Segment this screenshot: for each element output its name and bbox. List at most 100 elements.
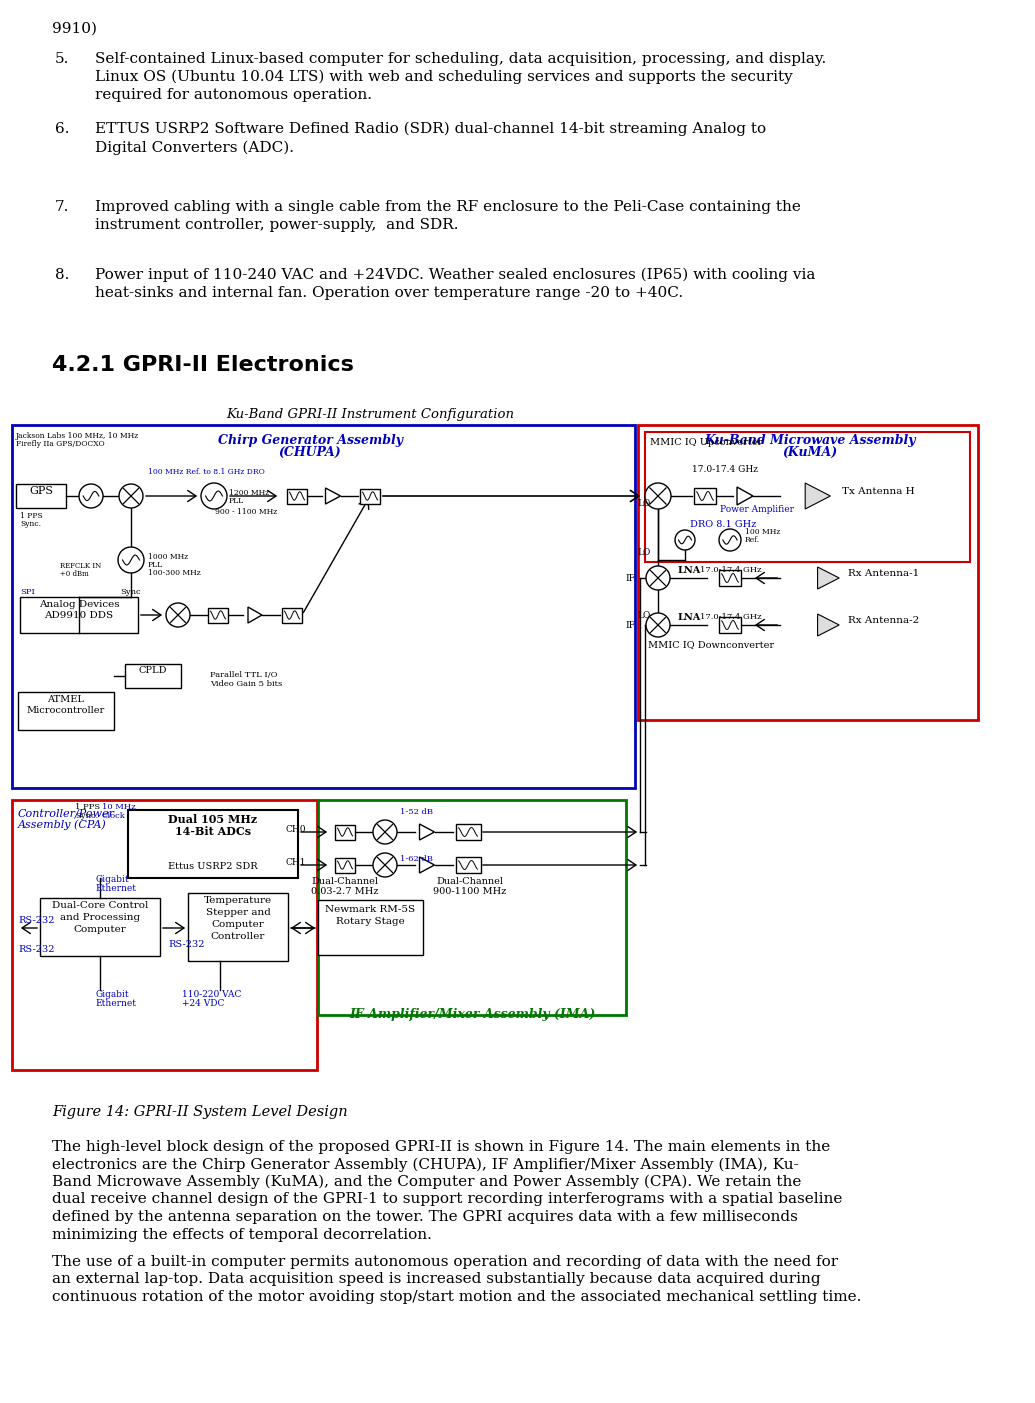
- Text: Assembly (CPA): Assembly (CPA): [18, 819, 107, 829]
- Bar: [18, 692, 114, 730]
- Bar: [128, 810, 298, 878]
- Text: Jackson Labs 100 MHz, 10 MHz: Jackson Labs 100 MHz, 10 MHz: [16, 432, 140, 441]
- Text: Stepper and: Stepper and: [206, 908, 270, 918]
- Text: electronics are the Chirp Generator Assembly (CHUPA), IF Amplifier/Mixer Assembl: electronics are the Chirp Generator Asse…: [52, 1157, 799, 1172]
- Bar: [12, 800, 317, 1070]
- Bar: [318, 899, 423, 955]
- Circle shape: [373, 819, 397, 845]
- Bar: [20, 598, 138, 633]
- Text: 17.0-17.4 GHz: 17.0-17.4 GHz: [700, 613, 762, 622]
- Text: IF: IF: [625, 622, 635, 630]
- Text: ETTUS USRP2 Software Defined Radio (SDR) dual-channel 14-bit streaming Analog to: ETTUS USRP2 Software Defined Radio (SDR)…: [95, 122, 766, 154]
- Text: Tx Antenna H: Tx Antenna H: [842, 487, 915, 497]
- Text: 0.03-2.7 MHz: 0.03-2.7 MHz: [312, 887, 379, 897]
- Text: LO: LO: [637, 610, 650, 620]
- Text: The use of a built-in computer permits autonomous operation and recording of dat: The use of a built-in computer permits a…: [52, 1256, 838, 1268]
- Text: Dual-Core Control: Dual-Core Control: [52, 901, 148, 911]
- Bar: [125, 664, 181, 687]
- Circle shape: [118, 547, 144, 572]
- Text: 100 MHz: 100 MHz: [745, 528, 780, 536]
- Text: 7.: 7.: [55, 201, 69, 215]
- Bar: [318, 800, 626, 1014]
- Text: 100-300 MHz: 100-300 MHz: [148, 570, 201, 577]
- Text: and Processing: and Processing: [60, 913, 140, 922]
- Text: 1-52 dB: 1-52 dB: [400, 808, 433, 817]
- Text: 17.0-17.4 GHz: 17.0-17.4 GHz: [692, 464, 758, 474]
- Text: AD9910 DDS: AD9910 DDS: [45, 610, 114, 620]
- Text: 5.: 5.: [55, 52, 69, 66]
- Bar: [16, 484, 66, 508]
- Text: IF Amplifier/Mixer Assembly (IMA): IF Amplifier/Mixer Assembly (IMA): [349, 1007, 595, 1021]
- Text: Ethernet: Ethernet: [95, 999, 136, 1007]
- Text: GPS: GPS: [29, 485, 53, 497]
- Text: 1 PPS: 1 PPS: [75, 803, 100, 811]
- Text: Improved cabling with a single cable from the RF enclosure to the Peli-Case cont: Improved cabling with a single cable fro…: [95, 201, 801, 231]
- Circle shape: [675, 530, 694, 550]
- Text: Sync: Sync: [120, 588, 141, 596]
- Text: DRO 8.1 GHz: DRO 8.1 GHz: [690, 521, 757, 529]
- Text: 1000 MHz: 1000 MHz: [148, 553, 188, 561]
- Text: 8.: 8.: [55, 268, 69, 282]
- Text: 100 MHz Ref. to 8.1 GHz DRO: 100 MHz Ref. to 8.1 GHz DRO: [148, 469, 265, 476]
- Text: Clock: Clock: [102, 812, 126, 819]
- Text: Newmark RM-5S: Newmark RM-5S: [325, 905, 415, 913]
- Text: SPI: SPI: [20, 588, 35, 596]
- Text: CH0: CH0: [285, 825, 305, 833]
- Bar: [638, 425, 978, 720]
- Text: Ettus USRP2 SDR: Ettus USRP2 SDR: [168, 861, 258, 871]
- Text: MMIC IQ Downconverter: MMIC IQ Downconverter: [648, 640, 774, 650]
- Polygon shape: [818, 567, 839, 589]
- Bar: [455, 857, 480, 873]
- Circle shape: [166, 603, 190, 627]
- Text: 1 PPS: 1 PPS: [20, 512, 42, 521]
- Text: 14-Bit ADCs: 14-Bit ADCs: [175, 826, 252, 838]
- Text: Gigabit: Gigabit: [95, 991, 128, 999]
- Text: Dual-Channel: Dual-Channel: [312, 877, 379, 887]
- Text: MMIC IQ Upconverter: MMIC IQ Upconverter: [650, 438, 762, 448]
- Text: IF: IF: [625, 574, 635, 584]
- Text: Rx Antenna-1: Rx Antenna-1: [848, 570, 919, 578]
- Text: +0 dBm: +0 dBm: [60, 570, 89, 578]
- Text: (KuMA): (KuMA): [782, 446, 837, 459]
- Text: Ethernet: Ethernet: [95, 884, 136, 892]
- Text: The high-level block design of the proposed GPRI-II is shown in Figure 14. The m: The high-level block design of the propo…: [52, 1141, 830, 1155]
- Text: CPLD: CPLD: [139, 666, 168, 675]
- Text: REFCLK IN: REFCLK IN: [60, 563, 101, 570]
- Text: Ku-Band GPRI-II Instrument Configuration: Ku-Band GPRI-II Instrument Configuration: [226, 408, 514, 421]
- Text: Computer: Computer: [211, 920, 264, 929]
- Text: continuous rotation of the motor avoiding stop/start motion and the associated m: continuous rotation of the motor avoidin…: [52, 1289, 861, 1303]
- Circle shape: [201, 483, 227, 509]
- Text: LO: LO: [637, 549, 650, 557]
- Circle shape: [79, 484, 104, 508]
- Circle shape: [719, 529, 741, 551]
- Bar: [208, 607, 228, 623]
- Bar: [287, 488, 307, 504]
- Text: Temperature: Temperature: [204, 897, 272, 905]
- Text: Dual-Channel: Dual-Channel: [437, 877, 503, 887]
- Text: 1200 MHz: 1200 MHz: [229, 490, 269, 497]
- Text: Self-contained Linux-based computer for scheduling, data acquisition, processing: Self-contained Linux-based computer for …: [95, 52, 826, 102]
- Text: Power Amplifier: Power Amplifier: [720, 505, 794, 513]
- Bar: [455, 824, 480, 840]
- Bar: [40, 898, 160, 955]
- Text: 10 MHz: 10 MHz: [102, 803, 136, 811]
- Text: RS-232: RS-232: [18, 916, 55, 925]
- Text: Dual 105 MHz: Dual 105 MHz: [169, 814, 258, 825]
- Text: 900 - 1100 MHz: 900 - 1100 MHz: [215, 508, 277, 516]
- Bar: [282, 607, 302, 623]
- Text: 9910): 9910): [52, 22, 97, 36]
- Text: Sync.: Sync.: [20, 521, 41, 528]
- Text: LNA: LNA: [678, 613, 702, 622]
- Text: 1-62 dB: 1-62 dB: [400, 854, 433, 863]
- Text: Rx Antenna-2: Rx Antenna-2: [848, 616, 919, 624]
- Text: Video Gain 5 bits: Video Gain 5 bits: [210, 680, 283, 687]
- Polygon shape: [805, 483, 830, 509]
- Text: minimizing the effects of temporal decorrelation.: minimizing the effects of temporal decor…: [52, 1228, 432, 1242]
- Bar: [645, 432, 970, 563]
- Text: Band Microwave Assembly (KuMA), and the Computer and Power Assembly (CPA). We re: Band Microwave Assembly (KuMA), and the …: [52, 1174, 801, 1190]
- Text: Rotary Stage: Rotary Stage: [335, 918, 405, 926]
- Text: 110-220 VAC: 110-220 VAC: [182, 991, 241, 999]
- Bar: [12, 425, 635, 788]
- Text: Figure 14: GPRI-II System Level Design: Figure 14: GPRI-II System Level Design: [52, 1106, 348, 1120]
- Text: an external lap-top. Data acquisition speed is increased substantially because d: an external lap-top. Data acquisition sp…: [52, 1273, 821, 1287]
